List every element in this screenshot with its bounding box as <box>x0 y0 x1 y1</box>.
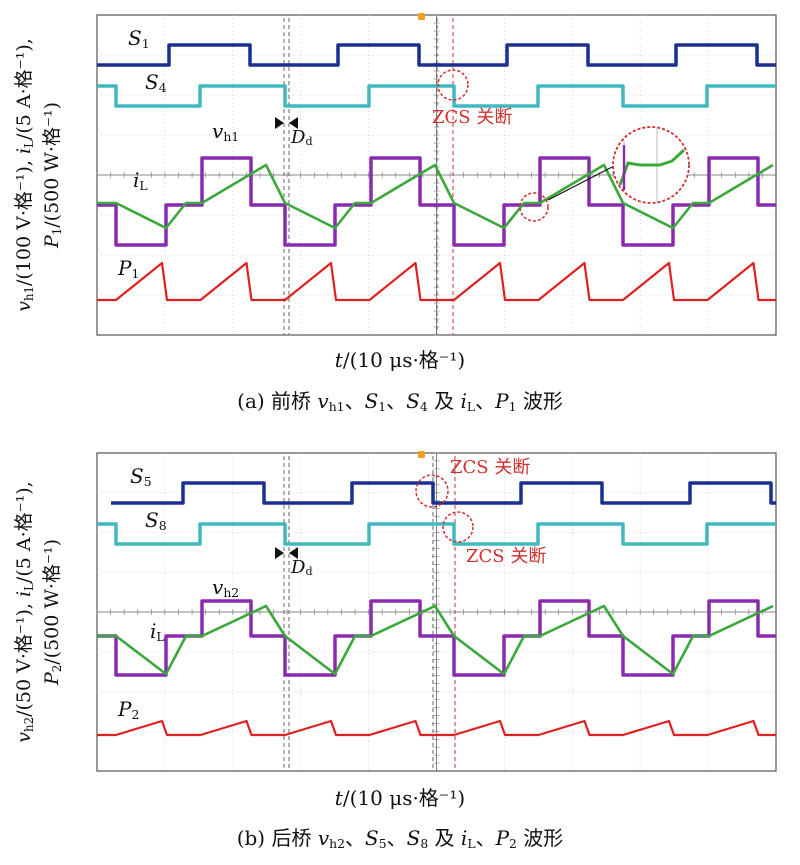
trace-label-iL: iL <box>150 619 165 644</box>
trace-label-S1: S1 <box>128 26 150 51</box>
zoom-leader-line <box>547 164 617 201</box>
trace-label-vh1: vh1 <box>212 119 239 144</box>
series-line-S4 <box>97 84 776 108</box>
panel-a: S1 S4 vh1 iL P1 Dd ZCS 关断 vh1/(100 V·格⁻¹), iL/(… <box>13 13 777 414</box>
series-line-S8 <box>97 522 776 546</box>
trigger-marker-icon <box>418 451 425 458</box>
trace-label-S4: S4 <box>145 70 167 95</box>
panel-b: S5 S8 vh2 iL P2 Dd ZCS 关断 ZCS 关断 vh2/(50 V·格⁻¹),… <box>13 451 777 851</box>
series-line-iL <box>97 163 774 230</box>
dead-time-label: Dd <box>290 127 313 148</box>
series-line-vh1 <box>97 156 776 247</box>
zoom-inset <box>612 126 690 204</box>
dead-time-arrow-icon <box>275 117 284 129</box>
y-axis-label-right: P1/(500 W·格⁻¹) <box>41 102 64 249</box>
dead-time-arrow-icon <box>289 547 298 559</box>
zoom-series-line <box>618 148 686 186</box>
caption: (b) 后桥 vh2、S5、S8 及 iL、P2 波形 <box>237 826 564 851</box>
series-line-P1 <box>97 261 776 302</box>
zcs-circle <box>442 511 474 543</box>
series-line-iL <box>97 604 774 676</box>
trace-label-iL: iL <box>133 168 148 193</box>
dead-time-arrow-icon <box>275 547 284 559</box>
series-line-P2 <box>97 719 776 737</box>
zcs-circle <box>415 474 449 508</box>
y-axis-label-right: P2/(500 W·格⁻¹) <box>41 539 64 686</box>
grid <box>96 13 776 336</box>
x-axis-label: t/(10 μs·格⁻¹) <box>335 348 465 372</box>
trace-label-P1: P1 <box>117 256 139 281</box>
series-line-S1 <box>97 43 776 67</box>
dead-time-label: Dd <box>290 557 313 578</box>
zcs-annotation: ZCS 关断 <box>466 546 546 567</box>
y-axis-label-left: vh2/(50 V·格⁻¹), iL/(5 A·格⁻¹), <box>13 481 36 742</box>
trace-label-S5: S5 <box>130 464 152 489</box>
zcs-annotation: ZCS 关断 <box>432 107 512 128</box>
dead-time-arrow-icon <box>289 117 298 129</box>
trace-label-vh2: vh2 <box>212 575 239 600</box>
trigger-marker-icon <box>418 13 425 20</box>
caption: (a) 前桥 vh1、S1、S4 及 iL、P1 波形 <box>237 389 563 414</box>
trace-label-S8: S8 <box>145 508 167 533</box>
series-line-S5 <box>111 481 776 505</box>
y-axis-label-left: vh1/(100 V·格⁻¹), iL/(5 A·格⁻¹), <box>13 38 36 312</box>
zcs-annotation: ZCS 关断 <box>450 457 530 478</box>
x-axis-label: t/(10 μs·格⁻¹) <box>335 786 465 810</box>
zcs-circle <box>437 69 469 101</box>
zoom-source-circle <box>519 192 549 222</box>
trace-label-P2: P2 <box>117 697 139 722</box>
series-line-vh2 <box>97 599 776 677</box>
